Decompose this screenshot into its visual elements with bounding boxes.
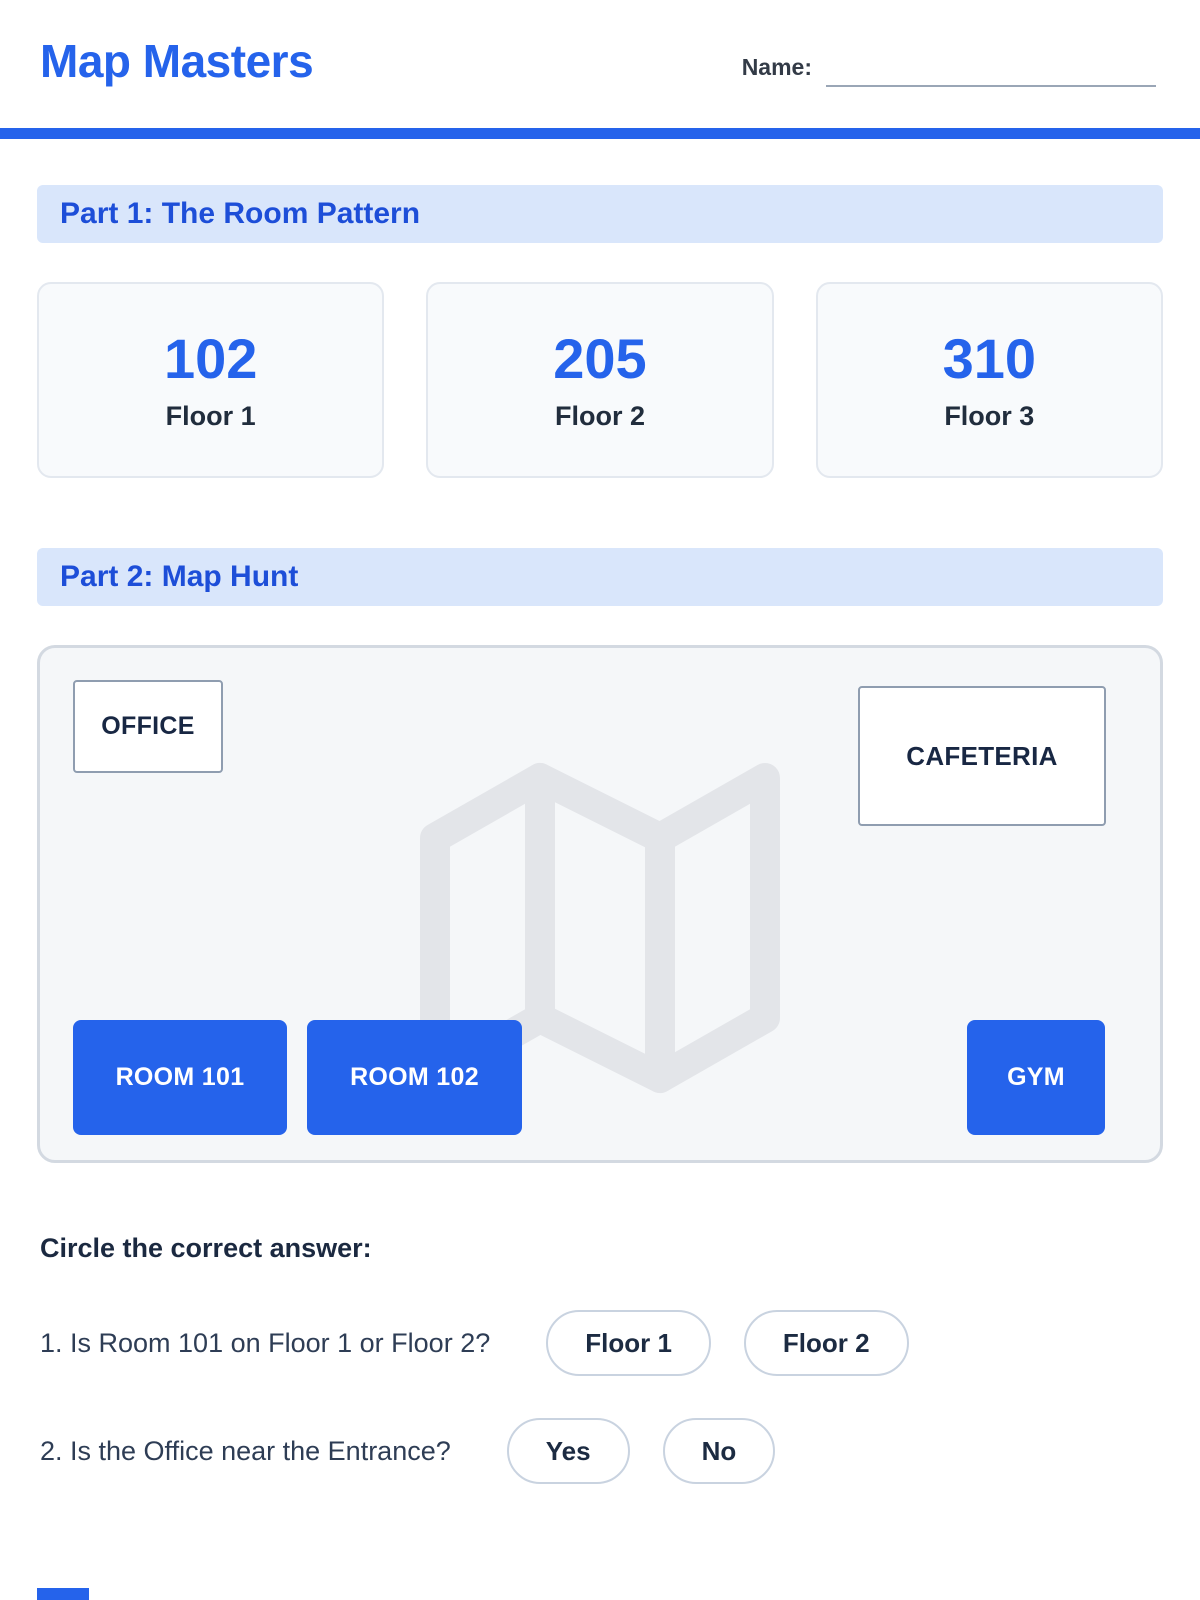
part2-header: Part 2: Map Hunt	[37, 548, 1163, 606]
room-number: 310	[942, 326, 1037, 390]
part2-title: Part 2: Map Hunt	[60, 560, 299, 593]
map-room-102-button[interactable]: ROOM 102	[307, 1020, 522, 1135]
room-card-310: 310 Floor 3	[815, 282, 1163, 478]
footer-accent-bar	[37, 1588, 89, 1600]
header: Map Masters Name:	[0, 0, 1200, 128]
name-input-line[interactable]	[826, 55, 1156, 87]
question-1-row: 1. Is Room 101 on Floor 1 or Floor 2? Fl…	[40, 1310, 1200, 1376]
page-title: Map Masters	[40, 35, 314, 87]
name-field: Name:	[742, 54, 1156, 87]
option-no[interactable]: No	[662, 1418, 776, 1484]
room-card-102: 102 Floor 1	[37, 282, 385, 478]
map-room-101-button[interactable]: ROOM 101	[73, 1020, 287, 1135]
map-label-office: OFFICE	[73, 680, 223, 773]
question-2-text: 2. Is the Office near the Entrance?	[40, 1435, 451, 1466]
part1-title: Part 1: The Room Pattern	[60, 197, 421, 230]
map-gym-button[interactable]: GYM	[967, 1020, 1105, 1135]
map-label-cafeteria: CAFETERIA	[858, 686, 1106, 826]
floor-label: Floor 2	[554, 400, 645, 431]
room-card-205: 205 Floor 2	[426, 282, 774, 478]
part1-header: Part 1: The Room Pattern	[37, 185, 1163, 243]
option-yes[interactable]: Yes	[506, 1418, 630, 1484]
floor-label: Floor 3	[944, 400, 1035, 431]
room-cards: 102 Floor 1 205 Floor 2 310 Floor 3	[37, 282, 1163, 478]
option-floor-1[interactable]: Floor 1	[546, 1310, 711, 1376]
option-floor-2[interactable]: Floor 2	[743, 1310, 909, 1376]
name-label: Name:	[741, 54, 812, 80]
map-area: OFFICE CAFETERIA ROOM 101 ROOM 102 GYM	[37, 645, 1163, 1163]
question-1-options: Floor 1 Floor 2	[546, 1310, 909, 1376]
floor-label: Floor 1	[165, 400, 256, 431]
question-2-row: 2. Is the Office near the Entrance? Yes …	[40, 1418, 1200, 1484]
header-divider	[0, 128, 1200, 139]
room-number: 102	[163, 326, 258, 390]
question-2-options: Yes No	[506, 1418, 776, 1484]
room-number: 205	[553, 326, 647, 390]
questions-heading: Circle the correct answer:	[40, 1233, 372, 1263]
question-1-text: 1. Is Room 101 on Floor 1 or Floor 2?	[40, 1327, 491, 1358]
